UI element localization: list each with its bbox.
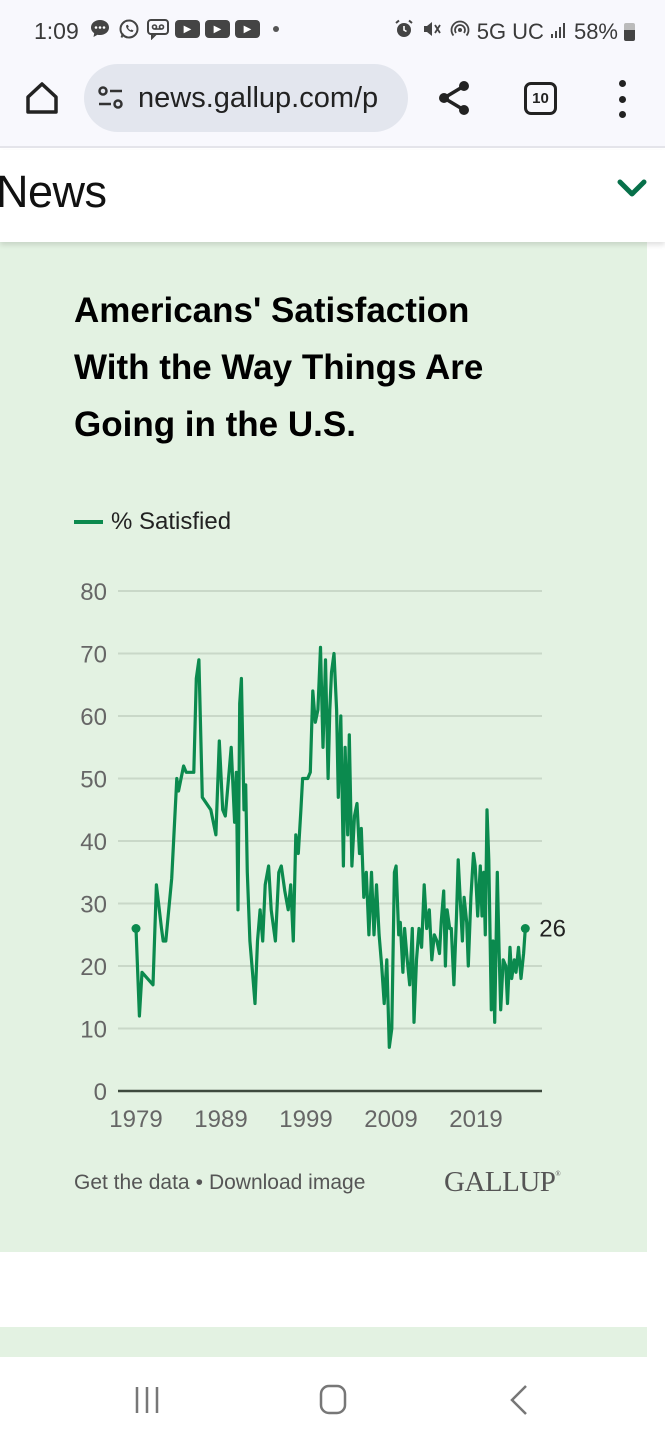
chart-footer-links: Get the data • Download image: [74, 1171, 365, 1195]
series-start-point: [131, 924, 141, 933]
menu-dot-icon: [618, 80, 626, 87]
address-bar[interactable]: news.gallup.com/p: [84, 64, 408, 132]
legend-swatch: [74, 520, 103, 524]
notification-icons: ▶ ▶ ▶: [88, 18, 279, 40]
download-image-link[interactable]: Download image: [208, 1171, 366, 1194]
registered-mark: ®: [555, 1170, 561, 1178]
share-icon: [439, 81, 469, 115]
menu-dot-icon: [618, 95, 626, 103]
youtube-icon: ▶: [205, 20, 230, 38]
section-title: News: [0, 166, 107, 217]
next-card-edge: [0, 1327, 647, 1357]
tab-switcher-button[interactable]: 10: [524, 82, 557, 115]
back-icon[interactable]: [500, 1383, 540, 1417]
series-line-satisfied: [134, 645, 527, 1049]
status-time: 1:09: [34, 18, 79, 44]
menu-dot-icon: [618, 111, 626, 118]
get-data-link[interactable]: Get the data: [74, 1171, 190, 1194]
y-tick-label: 50: [80, 767, 107, 794]
battery-percent: 58%: [573, 19, 618, 44]
voicemail-icon: [146, 18, 170, 40]
series-end-point: [520, 924, 530, 933]
share-button[interactable]: [435, 78, 473, 118]
x-tick-label: 1999: [279, 1106, 332, 1133]
y-axis-ticks: 0 10 20 30 40 50 60 70 80: [80, 579, 107, 1106]
more-notifications-dot-icon: [273, 26, 279, 32]
status-bar: 1:09 ▶ ▶ ▶ 5G UC 58%: [0, 0, 665, 62]
link-separator: •: [195, 1171, 203, 1194]
alarm-icon: [393, 18, 415, 46]
whatsapp-icon: [117, 18, 141, 40]
y-tick-label: 0: [94, 1079, 107, 1106]
home-nav-icon[interactable]: [313, 1383, 353, 1417]
network-type: 5G UC: [476, 19, 544, 44]
x-tick-label: 2019: [449, 1106, 502, 1133]
y-tick-label: 60: [80, 704, 107, 731]
url-text[interactable]: news.gallup.com/p: [138, 81, 379, 114]
x-tick-label: 1979: [109, 1106, 162, 1133]
y-tick-label: 20: [80, 954, 107, 981]
y-tick-label: 10: [80, 1017, 107, 1044]
y-tick-label: 40: [80, 829, 107, 856]
y-tick-label: 70: [80, 642, 107, 669]
legend-label: % Satisfied: [111, 508, 232, 535]
browser-toolbar: news.gallup.com/p 10: [0, 62, 665, 148]
y-tick-label: 30: [80, 892, 107, 919]
end-value-label: 26: [539, 916, 566, 943]
x-tick-label: 2009: [364, 1106, 417, 1133]
home-icon: [26, 82, 58, 114]
battery-icon: [624, 23, 635, 41]
youtube-icon: ▶: [235, 20, 260, 38]
y-tick-label: 80: [80, 579, 107, 606]
recent-apps-icon[interactable]: [128, 1383, 168, 1417]
status-right: 5G UC 58%: [393, 18, 635, 46]
site-settings-icon[interactable]: [96, 85, 126, 111]
youtube-icon: ▶: [175, 20, 200, 38]
gallup-logo: GALLUP®: [444, 1166, 561, 1199]
chart-legend: % Satisfied: [74, 508, 231, 536]
x-axis-ticks: 1979 1989 1999 2009 2019: [109, 1106, 502, 1133]
x-tick-label: 1989: [194, 1106, 247, 1133]
site-section-nav: News: [0, 150, 665, 242]
overflow-menu-button[interactable]: [612, 80, 632, 118]
logo-text: GALLUP: [444, 1166, 556, 1198]
hotspot-icon: [449, 18, 471, 46]
chart-card: Americans' Satisfaction With the Way Thi…: [0, 242, 647, 1252]
gridlines: [118, 590, 542, 1030]
mute-icon: [421, 18, 443, 46]
signal-icon: [550, 19, 568, 45]
chevron-down-icon[interactable]: [616, 174, 648, 204]
messages-icon: [88, 18, 112, 40]
chart-title: Americans' Satisfaction With the Way Thi…: [74, 291, 484, 444]
system-nav-bar: [0, 1357, 665, 1440]
home-button[interactable]: [22, 78, 62, 118]
line-chart: 0 10 20 30 40 50 60 70 80 1979 1989 1999 2009 2019 2…: [80, 579, 566, 1133]
